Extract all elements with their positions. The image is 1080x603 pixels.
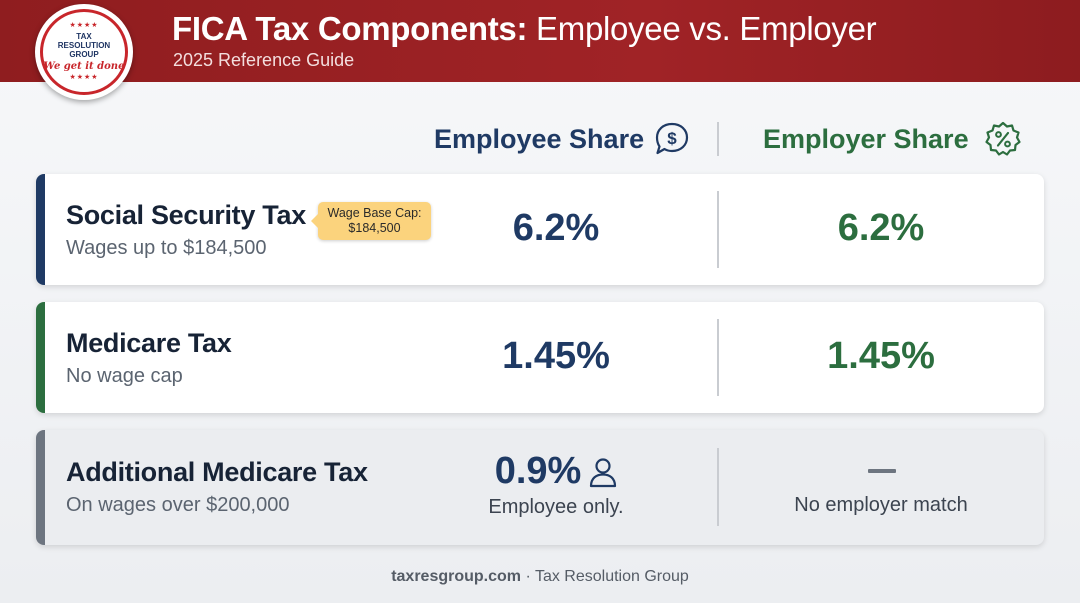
header-divider bbox=[717, 122, 719, 156]
row-description: Wages up to $184,500 bbox=[66, 237, 267, 259]
employee-only-note: Employee only. bbox=[488, 496, 624, 518]
row-accent-bar bbox=[36, 302, 45, 413]
logo-stars-top: ★★★★ bbox=[69, 22, 99, 29]
row-description: On wages over $200,000 bbox=[66, 494, 290, 516]
svg-text:$: $ bbox=[667, 129, 677, 148]
footer-company: Tax Resolution Group bbox=[534, 568, 689, 585]
footer-domain-link[interactable]: taxresgroup.com bbox=[391, 568, 521, 585]
no-value-dash bbox=[868, 469, 896, 473]
medicare-row: Medicare Tax No wage cap 1.45% 1.45% bbox=[36, 302, 1044, 413]
row-divider bbox=[717, 319, 719, 396]
page-title: FICA Tax Components: Employee vs. Employ… bbox=[172, 10, 877, 48]
additional-medicare-row: Additional Medicare Tax On wages over $2… bbox=[36, 430, 1044, 545]
logo-ring: ★★★★ TAX RESOLUTION GROUP We get it done… bbox=[40, 9, 128, 95]
logo-tagline: We get it done bbox=[43, 61, 125, 72]
person-icon bbox=[589, 458, 617, 488]
logo-stars-bottom: ★★★★ bbox=[69, 74, 99, 81]
badge-line2: $184,500 bbox=[348, 221, 401, 235]
row-divider bbox=[717, 191, 719, 268]
row-name: Medicare Tax bbox=[66, 328, 232, 358]
row-divider bbox=[717, 448, 719, 526]
page-title-rest: Employee vs. Employer bbox=[527, 10, 877, 47]
employer-rate: 6.2% bbox=[837, 207, 925, 249]
dollar-speech-bubble-icon: $ bbox=[655, 122, 689, 155]
header-bar bbox=[0, 0, 1080, 82]
footer: taxresgroup.com · Tax Resolution Group bbox=[0, 568, 1080, 586]
employee-rate: 6.2% bbox=[512, 207, 600, 249]
employee-share-label: Employee Share bbox=[434, 123, 645, 154]
employee-share-header: Employee Share $ bbox=[434, 120, 690, 158]
employer-note: No employer match bbox=[794, 494, 968, 516]
row-name: Social Security Tax bbox=[66, 200, 306, 230]
row-description: No wage cap bbox=[66, 365, 183, 387]
logo-name: TAX RESOLUTION GROUP bbox=[49, 32, 119, 59]
employee-rate: 1.45% bbox=[502, 335, 610, 377]
row-accent-bar bbox=[36, 174, 45, 285]
page-subtitle: 2025 Reference Guide bbox=[173, 50, 355, 70]
social-security-row: Social Security Tax Wages up to $184,500… bbox=[36, 174, 1044, 285]
employer-share-label: Employer Share bbox=[763, 123, 969, 154]
percent-badge-icon bbox=[984, 121, 1021, 156]
logo-name-line2: GROUP bbox=[69, 50, 99, 59]
employee-rate: 0.9% bbox=[494, 450, 582, 492]
row-accent-bar bbox=[36, 430, 45, 545]
footer-separator: · bbox=[521, 568, 535, 585]
badge-line1: Wage Base Cap: bbox=[327, 206, 422, 220]
row-name: Additional Medicare Tax bbox=[66, 457, 368, 487]
logo-name-line1: TAX RESOLUTION bbox=[57, 32, 111, 50]
employer-rate: 1.45% bbox=[827, 335, 935, 377]
company-logo: ★★★★ TAX RESOLUTION GROUP We get it done… bbox=[35, 4, 133, 100]
page-title-bold: FICA Tax Components: bbox=[172, 10, 528, 47]
employer-share-header: Employer Share bbox=[763, 120, 1023, 158]
wage-base-cap-badge: Wage Base Cap: $184,500 bbox=[311, 202, 431, 240]
